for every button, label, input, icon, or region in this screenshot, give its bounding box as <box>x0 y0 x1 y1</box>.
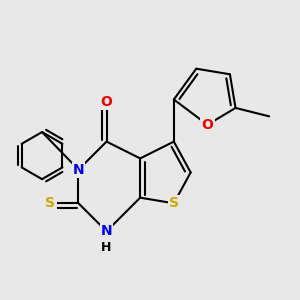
Text: H: H <box>101 241 112 254</box>
Text: N: N <box>73 163 84 177</box>
Text: S: S <box>45 196 56 210</box>
Text: S: S <box>169 196 179 210</box>
Text: O: O <box>100 95 112 109</box>
Text: N: N <box>101 224 112 238</box>
Text: O: O <box>202 118 213 132</box>
